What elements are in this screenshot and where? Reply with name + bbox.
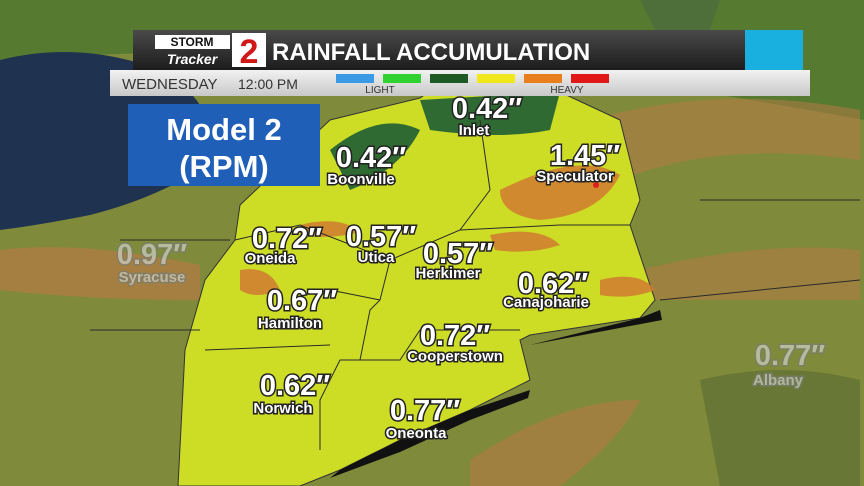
rain-amount: 0.57″ <box>423 238 493 270</box>
town-name: Syracuse <box>119 269 186 286</box>
location: 0.42″Boonville <box>326 141 408 190</box>
rain-amount: 0.72″ <box>252 223 322 255</box>
legend-heavy: HEAVY <box>550 85 583 96</box>
rain-amount: 0.97″ <box>117 239 187 271</box>
model-name: Model 2 <box>166 112 281 147</box>
town-name: Canajoharie <box>503 294 589 311</box>
rain-amount: 0.62″ <box>260 370 330 402</box>
legend-swatch <box>524 74 562 83</box>
rain-amount: 0.57″ <box>346 221 416 253</box>
rain-amount: 0.72″ <box>420 320 490 352</box>
location-labels: 0.42″Inlet0.42″Boonville1.45″Speculator0… <box>115 92 826 444</box>
rain-amount: 0.77″ <box>755 340 825 372</box>
rain-amount: 0.77″ <box>390 395 460 427</box>
title: RAINFALL ACCUMULATION <box>272 39 590 66</box>
town-name: Hamilton <box>258 315 322 332</box>
location: 0.77″Oneonta <box>384 394 462 444</box>
location: 0.72″Cooperstown <box>406 319 505 367</box>
model-label: Model 2 (RPM) <box>128 104 320 186</box>
logo-bottom: Tracker <box>167 51 219 67</box>
location: 1.45″Speculator <box>535 139 622 187</box>
location: 0.67″Hamilton <box>256 284 338 334</box>
logo-top: STORM <box>170 35 213 49</box>
location: 0.42″Inlet <box>450 92 523 141</box>
model-box <box>128 104 320 186</box>
location: 0.57″Utica <box>344 220 417 268</box>
legend-light: LIGHT <box>365 85 394 96</box>
day: WEDNESDAY <box>122 76 218 93</box>
town-name: Albany <box>753 372 804 389</box>
town-name: Herkimer <box>415 265 480 282</box>
model-run: (RPM) <box>179 149 269 184</box>
legend-swatch <box>477 74 515 83</box>
location: 0.97″Syracuse <box>115 238 188 288</box>
rain-amount: 0.42″ <box>452 93 522 125</box>
town-name: Boonville <box>327 171 395 188</box>
logo-number-box <box>232 33 266 67</box>
legend-swatch <box>430 74 468 83</box>
accent <box>745 30 803 70</box>
rain-amount: 1.45″ <box>550 140 620 172</box>
location: 0.62″Norwich <box>252 369 332 419</box>
rain-amount: 0.62″ <box>518 268 588 300</box>
town-name: Utica <box>358 249 395 266</box>
town-name: Speculator <box>536 168 614 185</box>
logo-box <box>155 35 230 49</box>
logo-number: 2 <box>240 33 259 71</box>
town-name: Cooperstown <box>407 348 503 365</box>
location: 0.62″Canajoharie <box>502 267 591 313</box>
rain-amount: 0.42″ <box>336 142 406 174</box>
location: 0.57″Herkimer <box>414 237 495 284</box>
legend-swatch <box>383 74 421 83</box>
town-name: Inlet <box>459 122 490 139</box>
town-name: Oneonta <box>386 425 447 442</box>
rain-amount: 0.67″ <box>267 285 337 317</box>
legend-swatch <box>336 74 374 83</box>
town-name: Oneida <box>245 250 297 267</box>
header: STORM Tracker 2 RAINFALL ACCUMULATION WE… <box>110 30 810 96</box>
time: 12:00 PM <box>238 76 298 92</box>
town-name: Norwich <box>253 400 312 417</box>
location: 0.77″Albany <box>751 339 826 391</box>
legend-swatch <box>571 74 609 83</box>
location: 0.72″Oneida <box>243 222 324 269</box>
